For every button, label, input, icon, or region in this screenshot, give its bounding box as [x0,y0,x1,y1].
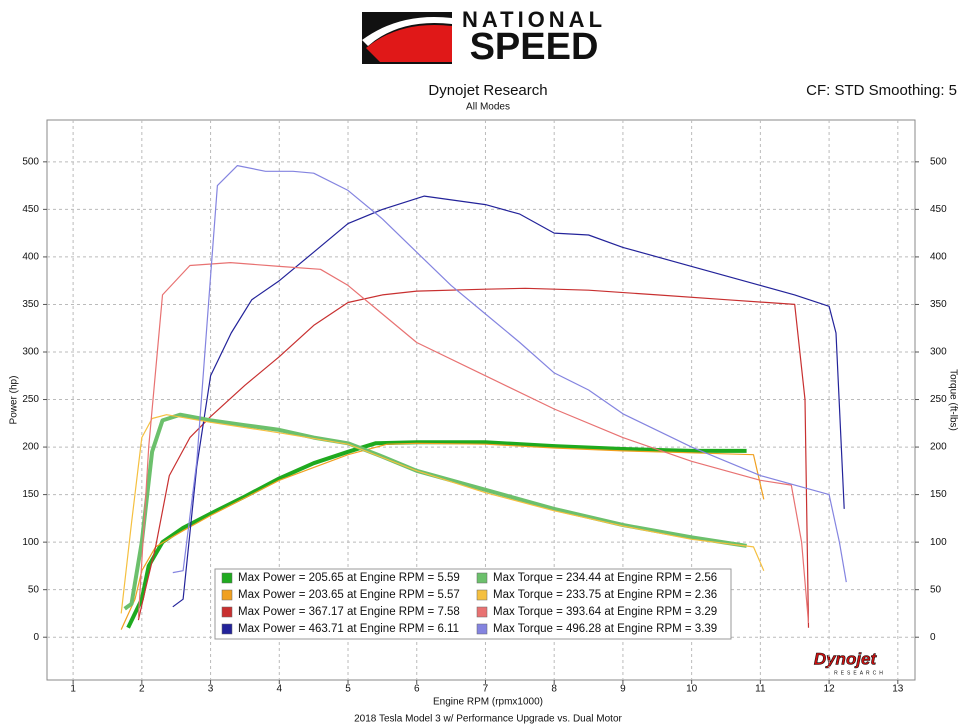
series-line [137,262,810,624]
legend-label: Max Torque = 393.64 at Engine RPM = 3.29 [493,606,717,618]
watermark-sub: RESEARCH [834,670,886,676]
y2-tick-label: 0 [930,632,936,643]
x-tick-label: 12 [824,684,836,695]
series-line [126,440,747,629]
caption: 2018 Tesla Model 3 w/ Performance Upgrad… [354,714,622,725]
x-tick-label: 1 [70,684,76,695]
legend-label: Max Power = 463.71 at Engine RPM = 6.11 [238,623,459,635]
y-tick-label: 150 [22,489,39,500]
y-tick-label: 200 [22,442,39,453]
y2-tick-label: 350 [930,299,947,310]
y-tick-label: 400 [22,252,39,263]
legend-label: Max Torque = 234.44 at Engine RPM = 2.56 [493,572,717,584]
logo: NATIONAL SPEED [362,7,606,68]
y-tick-label: 450 [22,204,39,215]
legend-marker [221,623,233,635]
x-tick-label: 7 [483,684,489,695]
y-tick-label: 350 [22,299,39,310]
y-tick-label: 250 [22,394,39,405]
y-tick-label: 0 [33,632,39,643]
y2-tick-label: 50 [930,584,942,595]
y2-tick-label: 250 [930,394,947,405]
legend-label: Max Torque = 496.28 at Engine RPM = 3.39 [493,623,717,635]
series-line [137,287,810,628]
settings-label: CF: STD Smoothing: 5 [806,82,957,99]
y2-tick-label: 300 [930,347,947,358]
y2-axis-label: Torque (ft-lbs) [947,369,958,431]
x-axis-label: Engine RPM (rpmx1000) [433,697,543,708]
legend-marker [476,572,488,584]
plot-layer [43,120,919,684]
y2-tick-label: 450 [930,204,947,215]
legend-marker [221,606,233,618]
legend: Max Power = 205.65 at Engine RPM = 5.59 M… [214,568,732,640]
x-tick-label: 10 [686,684,698,695]
legend-marker [476,606,488,618]
logo-line1: NATIONAL [462,7,606,32]
legend-label: Max Torque = 233.75 at Engine RPM = 2.36 [493,589,717,601]
legend-label: Max Power = 205.65 at Engine RPM = 5.59 [238,572,460,584]
x-tick-label: 13 [892,684,904,695]
chart-title: Dynojet Research [428,82,547,99]
x-tick-label: 3 [208,684,214,695]
x-tick-label: 5 [345,684,351,695]
legend-marker [221,589,233,601]
chart-subtitle: All Modes [466,102,510,113]
legend-box [214,568,732,640]
y-tick-label: 300 [22,347,39,358]
logo-line2: SPEED [470,26,599,68]
x-tick-label: 6 [414,684,420,695]
y-tick-label: 100 [22,537,39,548]
legend-marker [221,572,233,584]
series-line [123,412,747,611]
legend-marker [476,623,488,635]
y2-tick-label: 400 [930,252,947,263]
y2-tick-label: 100 [930,537,947,548]
series-line [120,414,765,614]
y-tick-label: 500 [22,156,39,167]
series-line [172,165,847,583]
watermark: Dynojet [814,649,878,668]
legend-marker [476,589,488,601]
y-tick-label: 50 [28,584,40,595]
y2-tick-label: 200 [930,442,947,453]
x-tick-label: 4 [277,684,283,695]
y2-tick-label: 150 [930,489,947,500]
y2-tick-label: 500 [930,156,947,167]
x-tick-label: 11 [755,684,766,695]
series-line [172,195,845,608]
x-tick-label: 9 [620,684,626,695]
legend-label: Max Power = 203.65 at Engine RPM = 5.57 [238,589,460,601]
y-axis-label: Power (hp) [9,376,20,425]
x-tick-label: 2 [139,684,145,695]
x-tick-label: 8 [551,684,557,695]
legend-label: Max Power = 367.17 at Engine RPM = 7.58 [238,606,460,618]
